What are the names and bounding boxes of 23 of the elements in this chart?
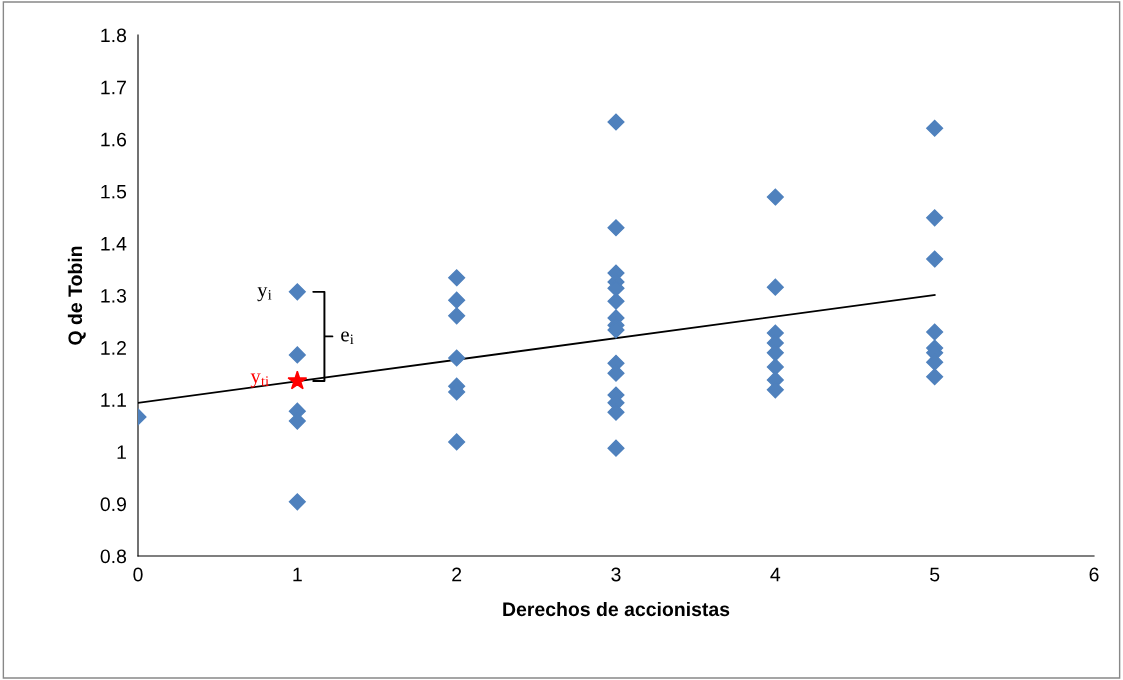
y-tick-label: 1.1 (101, 393, 126, 407)
y-tick-label: 0.8 (100, 549, 127, 564)
y-tick-label: 1.8 (101, 28, 127, 43)
x-tick-label: 4 (770, 567, 781, 582)
x-tick-label: 3 (611, 567, 621, 582)
y-axis-title: Q de Tobin (67, 246, 86, 345)
y-tick-label: 1.4 (101, 237, 127, 251)
y-tick-label: 1 (117, 445, 126, 459)
y-tick-label: 1.3 (101, 288, 127, 303)
y-tick-label: 0.9 (100, 497, 126, 512)
y-tick-label: 1.7 (101, 80, 126, 95)
annotation: e$_{i}$ (341, 331, 354, 345)
annotation: y$_{i}$ (257, 287, 272, 302)
x-tick-label: 5 (930, 567, 940, 582)
x-tick-label: 1 (293, 567, 302, 582)
x-tick-label: 2 (452, 567, 462, 582)
x-tick-label: 0 (133, 567, 143, 582)
x-axis-title: Derechos de accionistas (503, 601, 730, 617)
y-tick-label: 1.2 (101, 341, 126, 355)
x-tick-label: 6 (1089, 567, 1099, 582)
y-tick-label: 1.5 (101, 184, 127, 199)
y-tick-label: 1.6 (101, 132, 127, 147)
annotation: y$_{ti}$ (250, 373, 269, 388)
